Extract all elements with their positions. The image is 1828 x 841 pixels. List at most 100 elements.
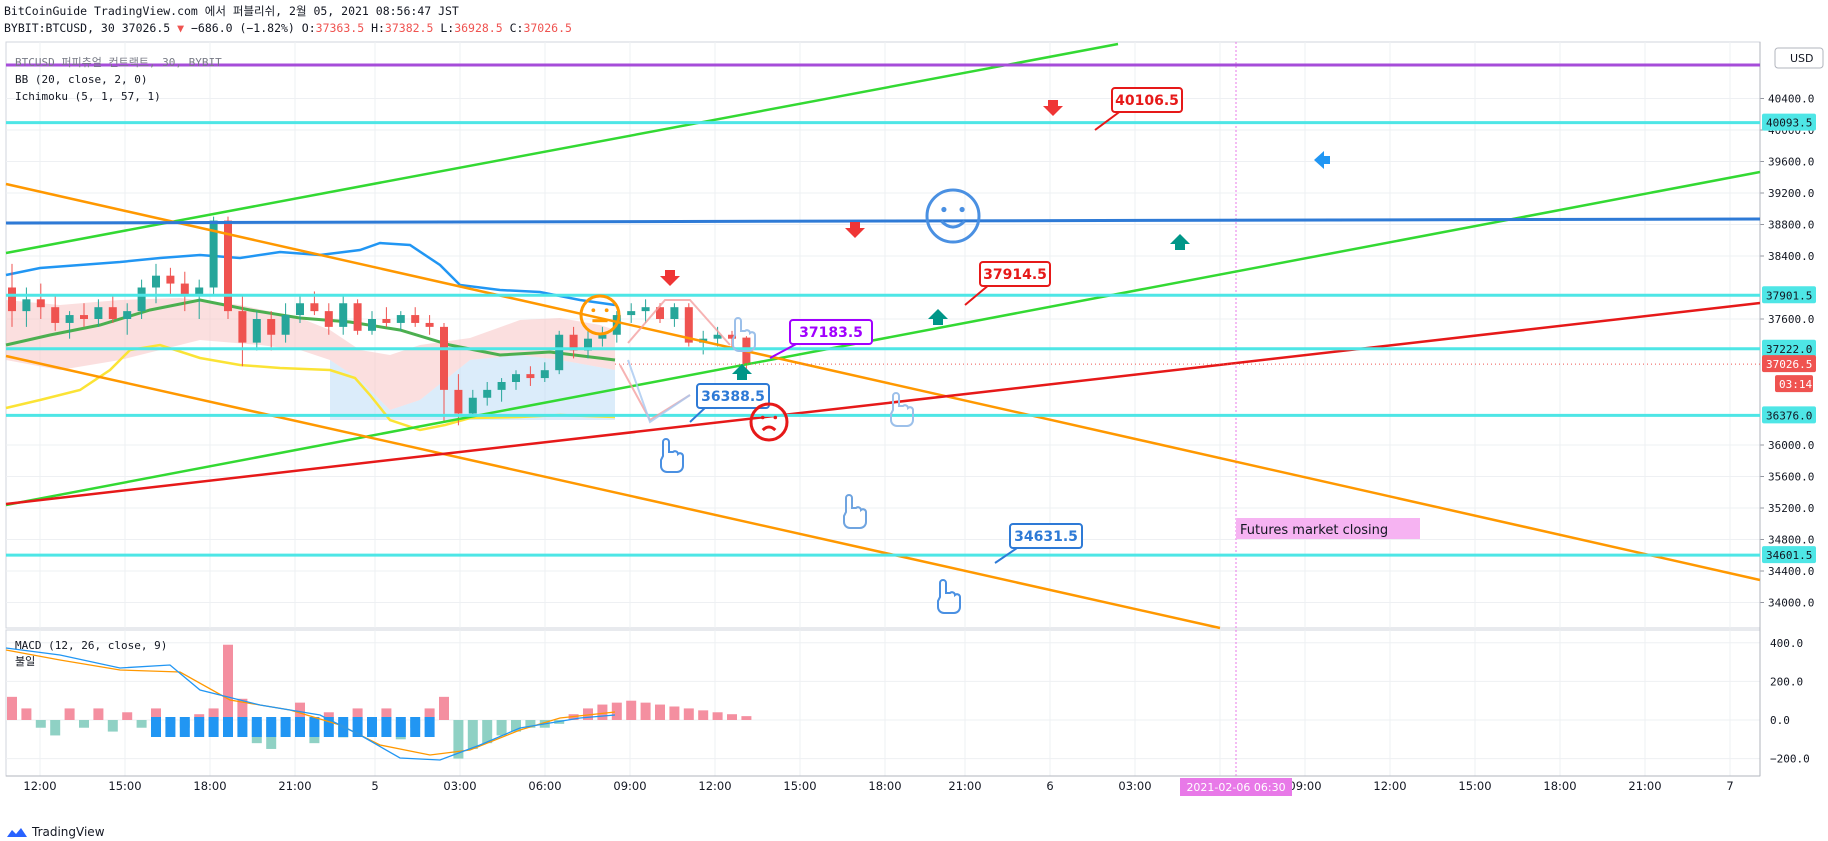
note-bg xyxy=(1236,518,1420,539)
sell-arrow-icon xyxy=(1043,100,1063,116)
time-tick-label: 18:00 xyxy=(1543,779,1576,793)
candle-body xyxy=(368,319,376,331)
macd-signal-bar xyxy=(410,717,421,737)
sad-face-icon xyxy=(749,402,789,442)
happy-face-icon xyxy=(941,206,947,213)
candle-body xyxy=(569,334,578,351)
candle-body xyxy=(36,299,45,308)
macd-pane xyxy=(5,629,1761,777)
time-tick-label: 18:00 xyxy=(868,779,901,793)
price-tick-label: 39600.0 xyxy=(1768,156,1814,169)
price-badge: 37901.5 xyxy=(1766,289,1812,302)
tradingview-logo-icon xyxy=(7,828,27,837)
candle-body xyxy=(152,275,160,288)
candle-body xyxy=(425,322,434,327)
price-tick-label: 35600.0 xyxy=(1768,471,1814,484)
candle-body xyxy=(411,315,420,323)
macd-tick-label: 400.0 xyxy=(1770,637,1803,650)
price-badge-bg xyxy=(1762,339,1816,357)
macd-histogram-bar xyxy=(712,712,723,720)
price-tick-label: 38400.0 xyxy=(1768,250,1814,263)
macd-signal-bar xyxy=(381,717,392,737)
candle-body xyxy=(238,311,247,343)
legend-macd-sub: 불일 xyxy=(15,654,35,668)
hand-pointer-icon xyxy=(732,317,756,352)
candle-body xyxy=(224,220,232,312)
price-badge: 34601.5 xyxy=(1766,549,1812,562)
candle-body xyxy=(713,334,722,339)
green-channel-upper xyxy=(5,42,1119,255)
time-tick-label: 09:00 xyxy=(613,779,646,793)
candle-body xyxy=(310,303,319,312)
time-tick-label: 15:00 xyxy=(1458,779,1491,793)
price-tick-label: 35200.0 xyxy=(1768,502,1814,515)
macd-tick-label: 0.0 xyxy=(1770,714,1790,727)
note-text: Futures market closing xyxy=(1240,523,1388,538)
macd-signal-bar xyxy=(395,717,406,737)
candle-body xyxy=(353,303,362,331)
macd-histogram-bar xyxy=(482,720,493,744)
candle-body xyxy=(166,275,175,284)
price-tick-label: 40400.0 xyxy=(1768,93,1814,106)
time-tick-label: 03:00 xyxy=(1118,779,1151,793)
macd-histogram-bar xyxy=(208,708,219,720)
legend-symbol: BTCUSD 퍼피츄얼 컨트랙트, 30, BYBIT xyxy=(15,55,222,69)
macd-line xyxy=(5,647,616,761)
candle-body xyxy=(555,334,564,371)
candle-body xyxy=(65,315,74,323)
hand-pointer-icon xyxy=(937,579,961,614)
price-badge-bg xyxy=(1762,406,1816,424)
macd-histogram-bar xyxy=(511,720,521,732)
macd-histogram-bar xyxy=(107,720,118,732)
ichimoku-cloud xyxy=(6,298,615,410)
candle-body xyxy=(540,370,549,379)
candle-body xyxy=(108,307,117,319)
macd-signal-bar xyxy=(424,717,435,737)
macd-histogram-bar xyxy=(21,708,32,720)
price-badge: 37222.0 xyxy=(1766,343,1812,356)
scenario-arrow xyxy=(627,359,691,424)
candle-body xyxy=(209,220,218,288)
time-tick-label: 21:00 xyxy=(278,779,311,793)
macd-histogram-bar xyxy=(64,708,75,720)
macd-histogram-bar xyxy=(79,720,89,728)
hand-pointer-icon xyxy=(660,438,684,473)
macd-signal-bar xyxy=(280,717,291,737)
candle-body xyxy=(641,307,650,312)
macd-histogram-bar xyxy=(741,716,752,720)
macd-histogram-bar xyxy=(583,708,593,720)
macd-tick-label: 200.0 xyxy=(1770,675,1803,688)
symbol-interval: BYBIT:BTCUSD, 30 xyxy=(4,21,115,35)
macd-signal-bar xyxy=(367,717,377,737)
price-badge: 40093.5 xyxy=(1766,117,1812,130)
currency-button: USD xyxy=(1790,52,1814,65)
time-tick-label: 12:00 xyxy=(1373,779,1406,793)
macd-histogram-bar xyxy=(93,708,104,720)
time-tick-label: 15:00 xyxy=(108,779,141,793)
macd-tick-label: −200.0 xyxy=(1770,753,1810,766)
candle-body xyxy=(8,287,16,312)
price-tick-label: 34400.0 xyxy=(1768,565,1814,578)
macd-signal-bar xyxy=(237,717,248,737)
low-label: L: xyxy=(440,21,455,35)
high-label: H: xyxy=(371,21,385,35)
publish-info: BitCoinGuide TradingView.com 에서 퍼블리쉬, 2월… xyxy=(4,4,459,18)
bb-upper-line xyxy=(5,241,616,307)
callout-label: 36388.5 xyxy=(701,389,765,405)
macd-histogram-bar xyxy=(727,714,737,720)
macd-histogram-bar xyxy=(323,712,334,720)
callout-pointer xyxy=(964,283,991,306)
candle-body xyxy=(656,307,664,319)
candle-body xyxy=(483,389,492,398)
price-tick-label: 37600.0 xyxy=(1768,313,1814,326)
orange-channel-upper xyxy=(5,182,1761,582)
sad-face-icon xyxy=(760,415,765,420)
macd-signal-bar xyxy=(179,717,190,737)
callout-box xyxy=(789,319,873,345)
macd-histogram-bar xyxy=(683,708,694,720)
macd-histogram-bar xyxy=(467,720,478,749)
price-chart[interactable]: 40400.040000.039600.039200.038800.038400… xyxy=(0,0,1828,815)
macd-signal-bar xyxy=(165,717,176,737)
callout-label: 40106.5 xyxy=(1115,93,1179,109)
price-badge: 03:14 xyxy=(1779,378,1812,391)
